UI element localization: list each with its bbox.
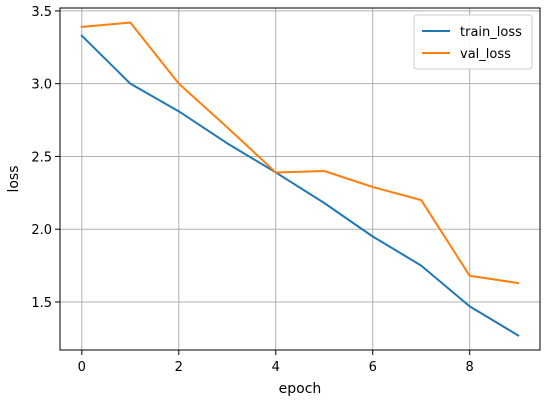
plot-frame — [59, 7, 541, 351]
x-tick-label: 4 — [272, 360, 280, 375]
legend: train_loss val_loss — [413, 14, 533, 70]
grid-layer — [60, 8, 540, 350]
y-tick-label: 2.0 — [31, 223, 52, 238]
legend-box — [413, 14, 533, 70]
y-axis-label: loss — [6, 165, 22, 192]
x-axis-label: epoch — [279, 381, 322, 397]
legend-label-train-loss: train_loss — [460, 25, 522, 40]
x-tick-label: 6 — [369, 360, 377, 375]
x-tick-label: 2 — [175, 360, 183, 375]
y-tick-label: 3.5 — [31, 5, 52, 20]
series-line-train-loss — [80, 34, 520, 337]
x-tick-label: 0 — [78, 360, 86, 375]
y-tick-label: 2.5 — [31, 150, 52, 165]
series-layer — [80, 21, 520, 337]
tick-layer: 0 2 4 6 8 1.5 2.0 2.5 3.0 3.5 — [31, 5, 474, 375]
y-tick-label: 3.0 — [31, 78, 52, 93]
series-line-val-loss — [80, 21, 520, 285]
y-tick-label: 1.5 — [31, 296, 52, 311]
legend-label-val-loss: val_loss — [460, 47, 511, 62]
x-tick-label: 8 — [466, 360, 474, 375]
